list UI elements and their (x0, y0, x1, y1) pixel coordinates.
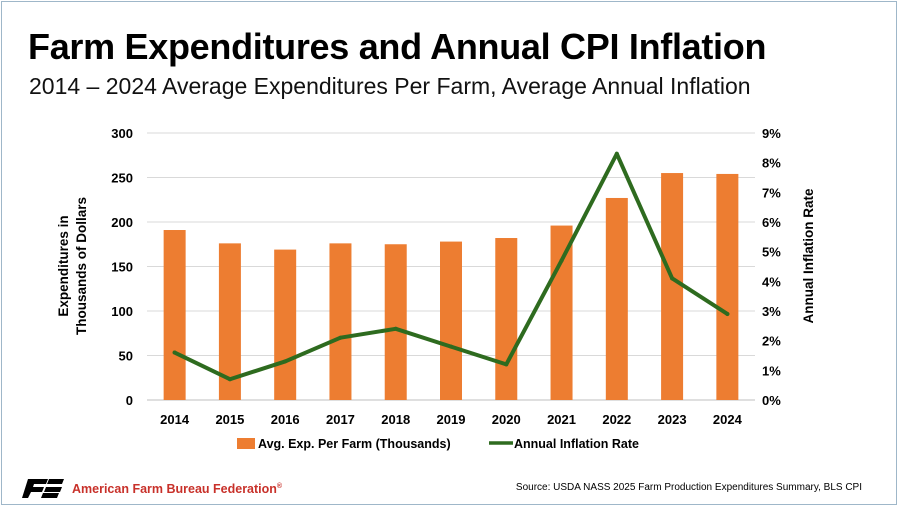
line-point (172, 350, 177, 355)
line-point (559, 258, 564, 263)
line-point (338, 335, 343, 340)
bar (218, 243, 241, 400)
y-axis-title: Expenditures in (56, 215, 71, 316)
y-tick-label: 250 (111, 171, 133, 186)
y-tick-label: 300 (111, 126, 133, 141)
y2-tick-label: 2% (762, 334, 781, 349)
y2-tick-label: 6% (762, 215, 781, 230)
line-point (670, 276, 675, 281)
legend-bar-swatch (237, 438, 255, 449)
y2-axis-title: Annual Inflation Rate (801, 188, 816, 323)
y2-tick-label: 0% (762, 393, 781, 408)
bar (661, 173, 684, 400)
legend-line-label: Annual Inflation Rate (514, 437, 639, 451)
legend-bar-label: Avg. Exp. Per Farm (Thousands) (258, 437, 451, 451)
bar (550, 225, 573, 400)
x-tick-label: 2024 (713, 412, 743, 427)
line-point (283, 359, 288, 364)
bar (440, 241, 462, 400)
x-tick-label: 2019 (437, 412, 466, 427)
x-tick-label: 2021 (547, 412, 576, 427)
x-tick-label: 2015 (215, 412, 244, 427)
bar (329, 243, 352, 400)
bar (495, 238, 518, 400)
y2-tick-label: 9% (762, 126, 781, 141)
y2-tick-label: 8% (762, 156, 781, 171)
x-tick-label: 2016 (271, 412, 300, 427)
bar (384, 244, 407, 400)
y-tick-label: 100 (111, 304, 133, 319)
x-tick-label: 2022 (602, 412, 631, 427)
y-axis-title: Thousands of Dollars (74, 197, 89, 335)
organization-name: American Farm Bureau Federation® (72, 482, 283, 496)
line-point (725, 311, 730, 316)
x-tick-label: 2023 (658, 412, 687, 427)
y-tick-label: 150 (111, 260, 133, 275)
x-tick-label: 2020 (492, 412, 521, 427)
y2-tick-label: 3% (762, 304, 781, 319)
y2-tick-label: 4% (762, 274, 781, 289)
y-tick-label: 0 (126, 393, 133, 408)
bar (274, 249, 297, 400)
bar (716, 173, 739, 400)
bar (605, 197, 628, 400)
chart-subtitle: 2014 – 2024 Average Expenditures Per Far… (29, 73, 751, 99)
x-tick-label: 2017 (326, 412, 355, 427)
x-tick-label: 2014 (160, 412, 190, 427)
line-point (614, 151, 619, 156)
line-point (393, 326, 398, 331)
y-tick-label: 50 (119, 349, 133, 364)
bar (163, 230, 186, 400)
y-tick-label: 200 (111, 215, 133, 230)
afbf-logo-icon (22, 479, 64, 498)
line-point (449, 344, 453, 349)
line-point (504, 362, 509, 367)
chart-title: Farm Expenditures and Annual CPI Inflati… (28, 26, 767, 67)
y2-tick-label: 1% (762, 363, 781, 378)
y2-tick-label: 5% (762, 245, 781, 260)
x-tick-label: 2018 (381, 412, 410, 427)
source-note: Source: USDA NASS 2025 Farm Production E… (515, 482, 862, 493)
y2-tick-label: 7% (762, 185, 781, 200)
line-point (227, 377, 232, 382)
